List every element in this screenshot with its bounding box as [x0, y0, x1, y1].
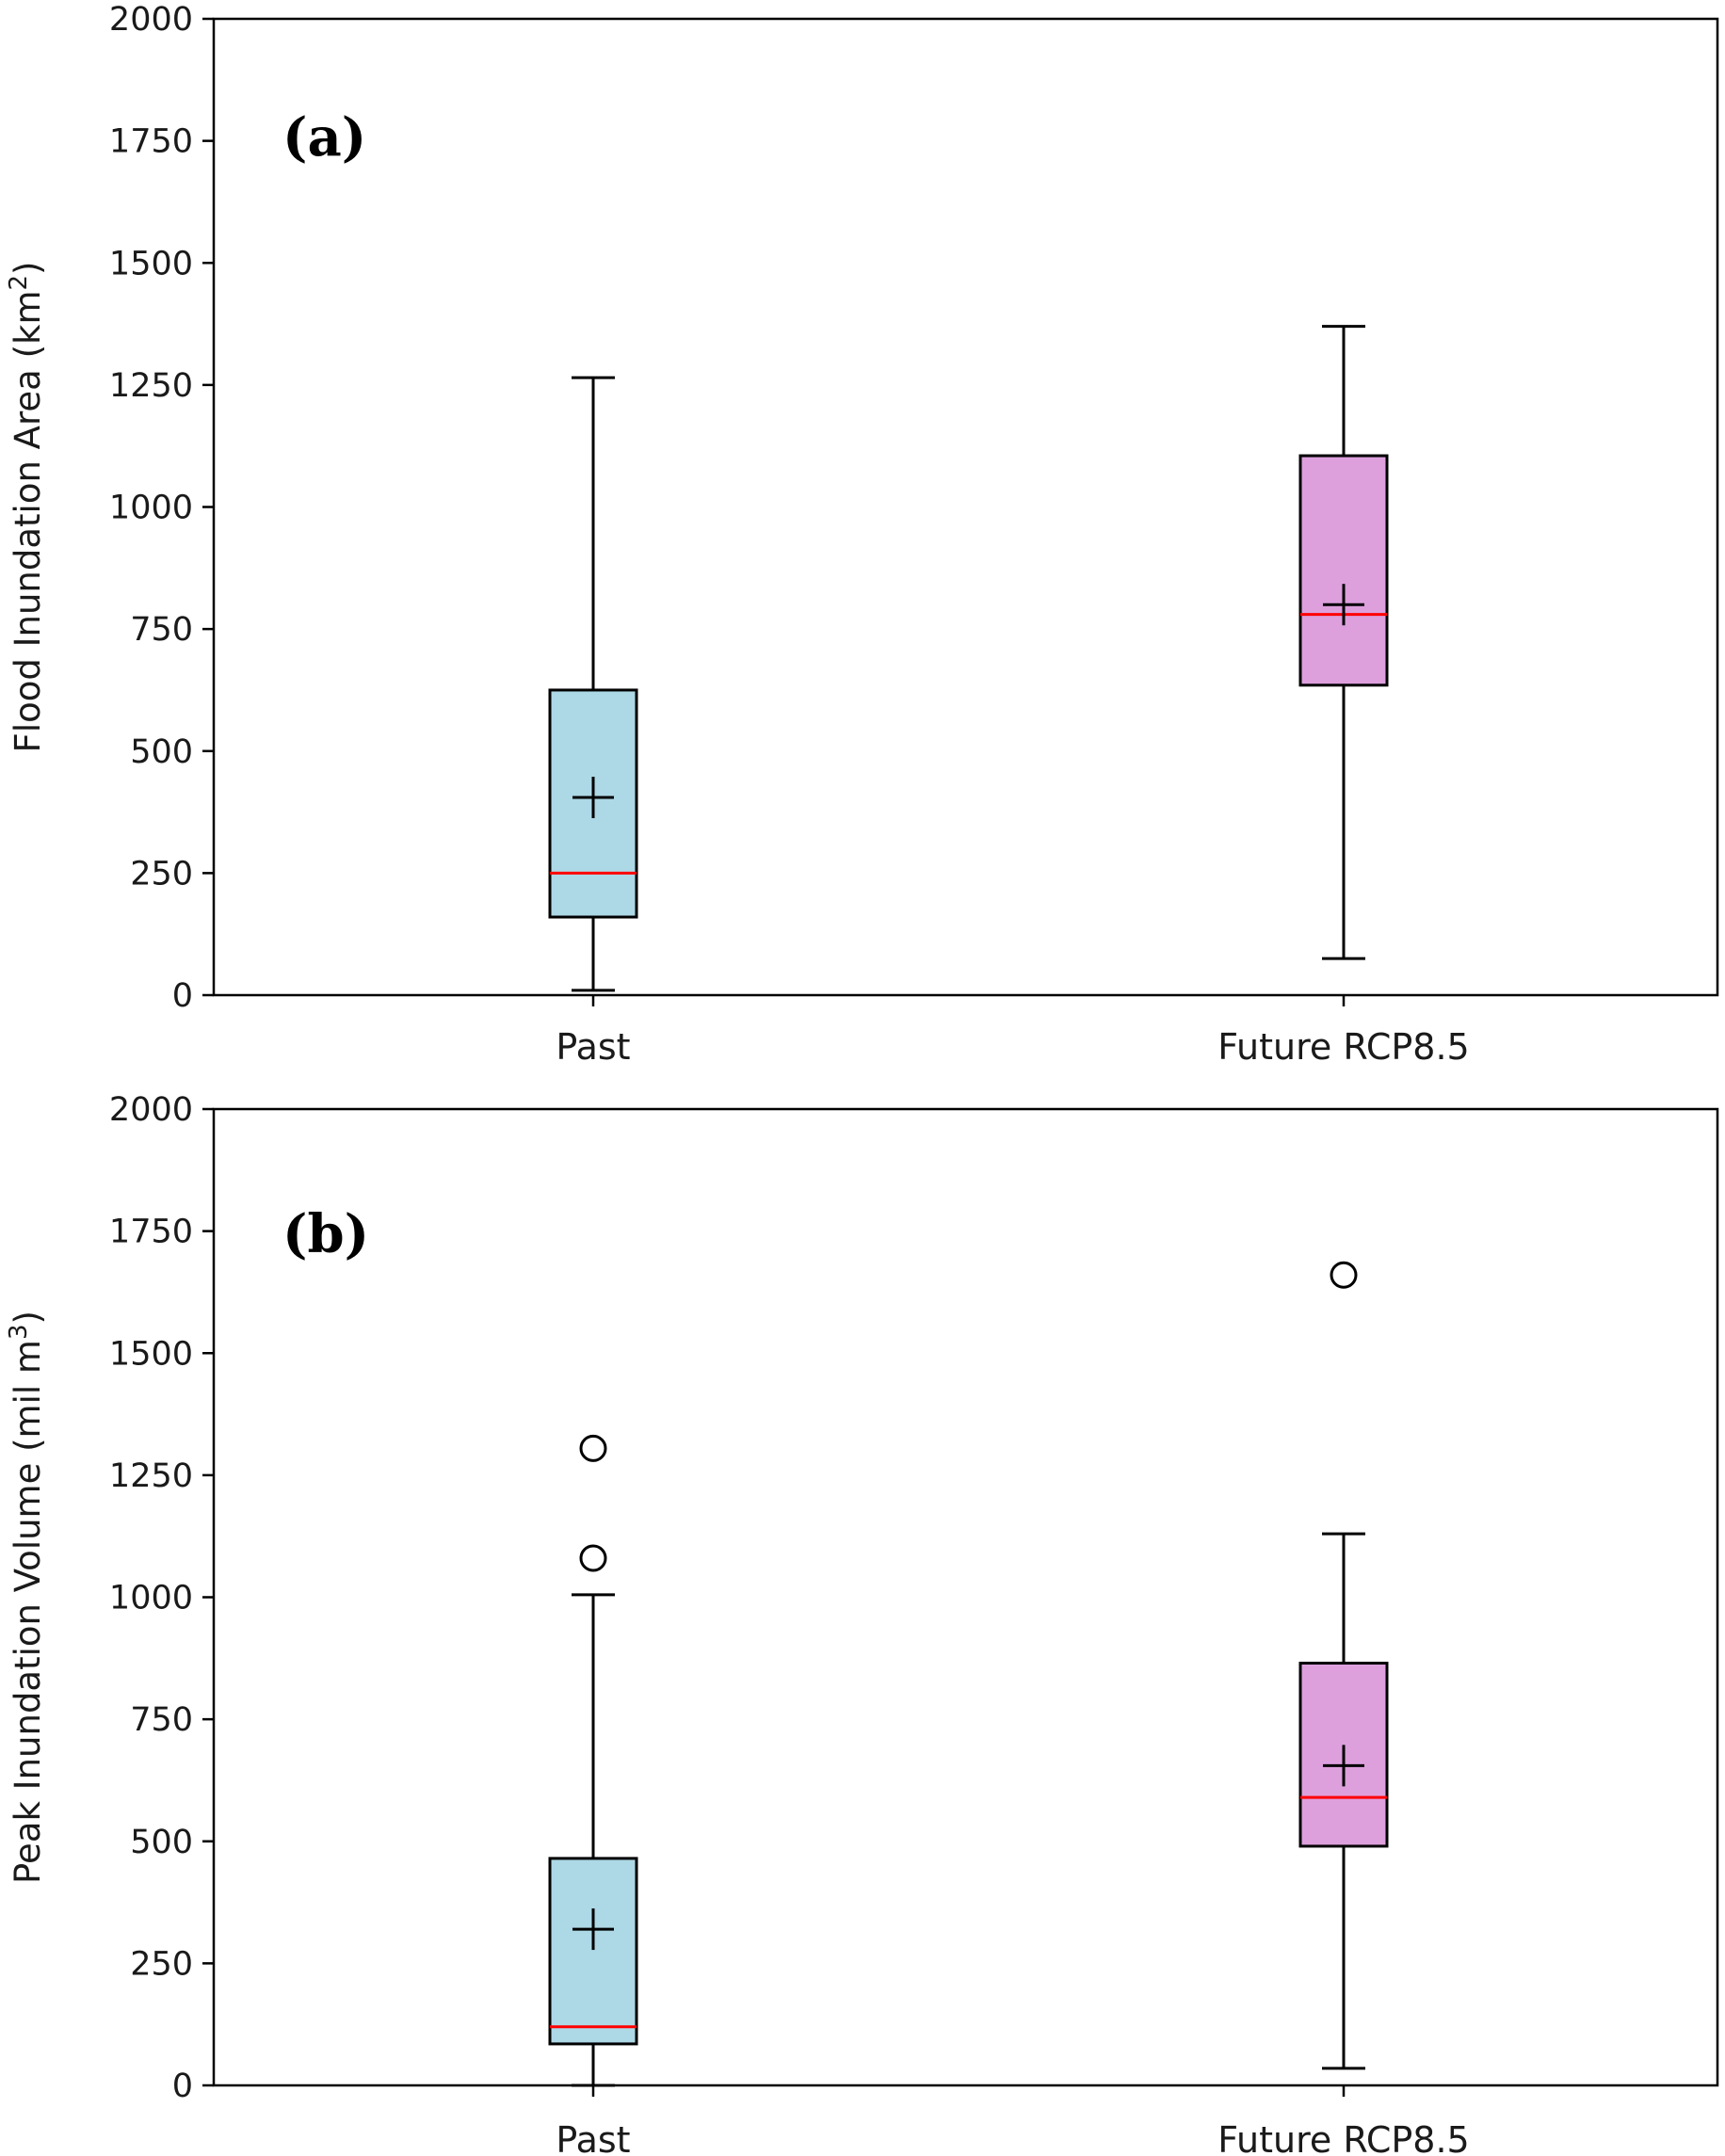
y-tick-label: 500 — [130, 1824, 193, 1861]
box-future — [1298, 325, 1389, 960]
y-tick-label: 500 — [130, 733, 193, 771]
y-axis-title-end: ) — [8, 262, 48, 275]
outlier-point — [579, 1434, 607, 1462]
y-axis-title: Flood Inundation Area (km2) — [5, 262, 48, 753]
outlier-point — [579, 1544, 607, 1572]
y-tick-label: 1750 — [109, 123, 193, 161]
iqr-box — [548, 1857, 638, 2046]
y-tick-label: 0 — [172, 977, 193, 1015]
plot-frame — [212, 1107, 1719, 2087]
y-tick-label: 2000 — [109, 1091, 193, 1129]
y-tick-label: 750 — [130, 1701, 193, 1739]
y-tick-label: 1500 — [109, 245, 193, 282]
x-tick-label: Past — [556, 1026, 630, 1068]
y-axis-title-text: Peak Inundation Volume (mil m — [8, 1340, 48, 1884]
x-tick-label: Future RCP8.5 — [1217, 1026, 1469, 1068]
y-axis-title-sup: 3 — [5, 1325, 33, 1341]
chart-panel-b: 0 250 500 750 1000 1250 1500 1750 2000 Past Future… — [5, 1091, 1719, 2156]
x-tick-label: Past — [556, 2119, 630, 2156]
y-axis-title: Peak Inundation Volume (mil m3) — [5, 1311, 48, 1884]
y-tick-label: 1750 — [109, 1214, 193, 1251]
y-tick-label: 1500 — [109, 1335, 193, 1373]
chart-panel-a: 0 250 500 750 1000 1250 1500 1750 2000 Past Future… — [5, 1, 1719, 1068]
x-tick-label: Future RCP8.5 — [1217, 2119, 1469, 2156]
box-past — [548, 1434, 638, 2087]
y-axis-title-sup: 2 — [5, 275, 33, 291]
y-tick-label: 1000 — [109, 1580, 193, 1617]
iqr-box — [1298, 454, 1389, 687]
box-future — [1298, 1261, 1389, 2070]
y-tick-label: 1250 — [109, 1457, 193, 1495]
plot-frame — [212, 17, 1719, 997]
y-tick-label: 1000 — [109, 490, 193, 527]
outlier-point — [1330, 1261, 1358, 1289]
y-tick-label: 2000 — [109, 1, 193, 39]
y-tick-label: 250 — [130, 855, 193, 893]
y-tick-label: 1250 — [109, 367, 193, 405]
y-tick-label: 250 — [130, 1945, 193, 1983]
y-axis-title-end: ) — [8, 1311, 48, 1324]
box-past — [548, 376, 638, 992]
panel-label: (b) — [282, 1203, 369, 1265]
y-axis-title-text: Flood Inundation Area (km — [8, 291, 48, 753]
panel-label: (a) — [282, 106, 366, 169]
y-tick-label: 750 — [130, 611, 193, 649]
y-tick-label: 0 — [172, 2068, 193, 2105]
